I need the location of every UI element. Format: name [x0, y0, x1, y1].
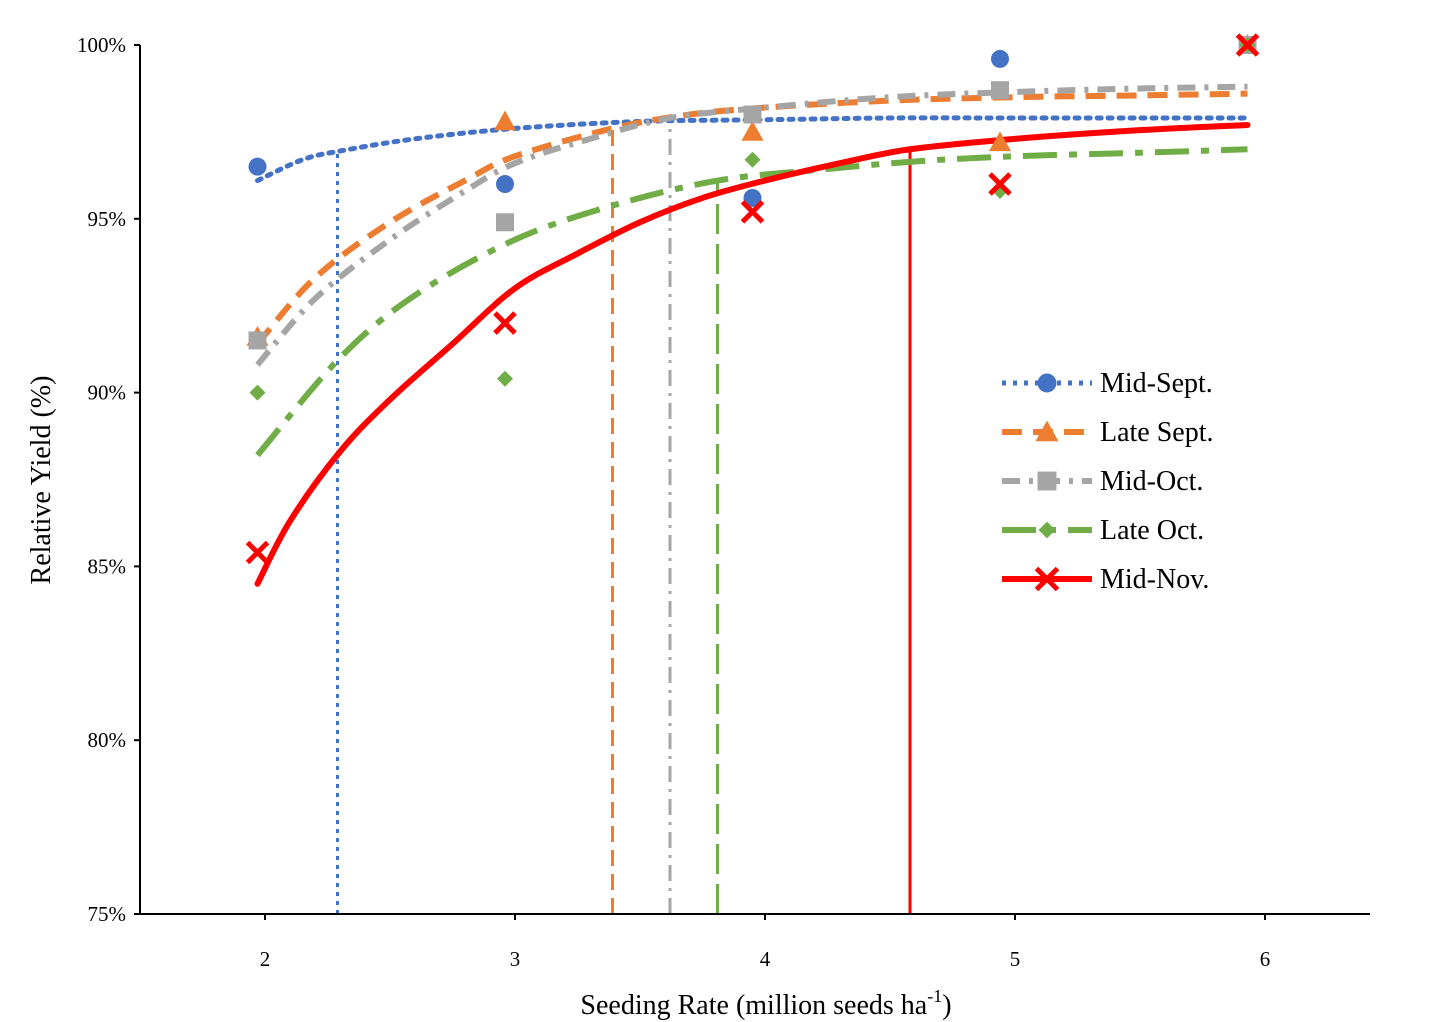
- data-point-mid-sept: [743, 188, 762, 207]
- legend-label-mid-oct: Mid-Oct.: [1100, 466, 1203, 497]
- legend-label-late-sept: Late Sept.: [1100, 417, 1214, 448]
- data-point-mid-nov: [245, 540, 270, 565]
- trend-line-mid-sept: [255, 115, 1250, 184]
- x-tick-label: 3: [510, 947, 521, 971]
- legend-label-late-oct: Late Oct.: [1100, 515, 1204, 546]
- legend-marker-mid-nov: [1034, 566, 1060, 592]
- y-tick-label: 95%: [88, 207, 127, 231]
- data-point-mid-sept: [248, 157, 267, 176]
- legend-label-mid-sept: Mid-Sept.: [1100, 368, 1213, 399]
- data-point-late-oct: [744, 151, 761, 168]
- legend-marker-mid-oct: [1037, 471, 1057, 491]
- trend-line-mid-oct: [255, 83, 1248, 367]
- axes: 75% 80% 85% 90% 95% 100% 2 3 4 5 6: [77, 33, 1370, 971]
- data-point-mid-nov: [493, 311, 517, 335]
- data-point-mid-oct: [991, 81, 1009, 100]
- data-point-mid-nov: [1235, 33, 1260, 57]
- data-point-mid-sept: [991, 49, 1009, 68]
- data-point-late-sept: [989, 131, 1011, 152]
- x-axis-title-main: Seeding Rate (million seeds ha: [580, 990, 927, 1021]
- data-point-late-sept: [494, 110, 516, 131]
- data-point-mid-nov: [988, 172, 1012, 196]
- legend: Mid-Sept. Late Sept. Mid-Oct. Late Oct. Mid-…: [1002, 368, 1214, 595]
- plot-area: [245, 33, 1260, 914]
- legend-marker-late-sept: [1035, 420, 1059, 442]
- x-tick-label: 6: [1260, 947, 1271, 971]
- y-axis-title: Relative Yield (%): [26, 376, 57, 585]
- x-tick-label: 4: [760, 947, 771, 971]
- data-point-mid-oct: [496, 213, 514, 232]
- y-tick-label: 90%: [88, 381, 127, 405]
- x-axis-title-suffix: ): [942, 990, 951, 1021]
- data-point-mid-oct: [743, 105, 762, 124]
- y-tick-label: 80%: [88, 728, 127, 752]
- y-tick-label: 85%: [88, 554, 127, 578]
- data-point-late-oct: [249, 384, 266, 401]
- y-tick-label: 75%: [88, 902, 127, 926]
- data-point-mid-oct: [248, 331, 267, 350]
- legend-marker-mid-sept: [1037, 373, 1057, 393]
- y-tick-label: 100%: [77, 33, 126, 57]
- x-axis-title: Seeding Rate (million seeds ha-1): [580, 986, 951, 1021]
- data-point-late-oct: [497, 370, 513, 387]
- data-point-mid-sept: [496, 175, 514, 194]
- data-point-late-sept: [741, 120, 764, 141]
- x-tick-label: 5: [1010, 947, 1021, 971]
- x-tick-label: 2: [260, 947, 271, 971]
- legend-marker-late-oct: [1038, 521, 1056, 539]
- trend-line-late-oct: [255, 146, 1248, 458]
- legend-label-mid-nov: Mid-Nov.: [1100, 564, 1209, 595]
- trend-line-mid-nov: [254, 121, 1251, 587]
- x-axis-title-superscript: -1: [927, 986, 942, 1006]
- data-point-mid-nov: [740, 200, 765, 224]
